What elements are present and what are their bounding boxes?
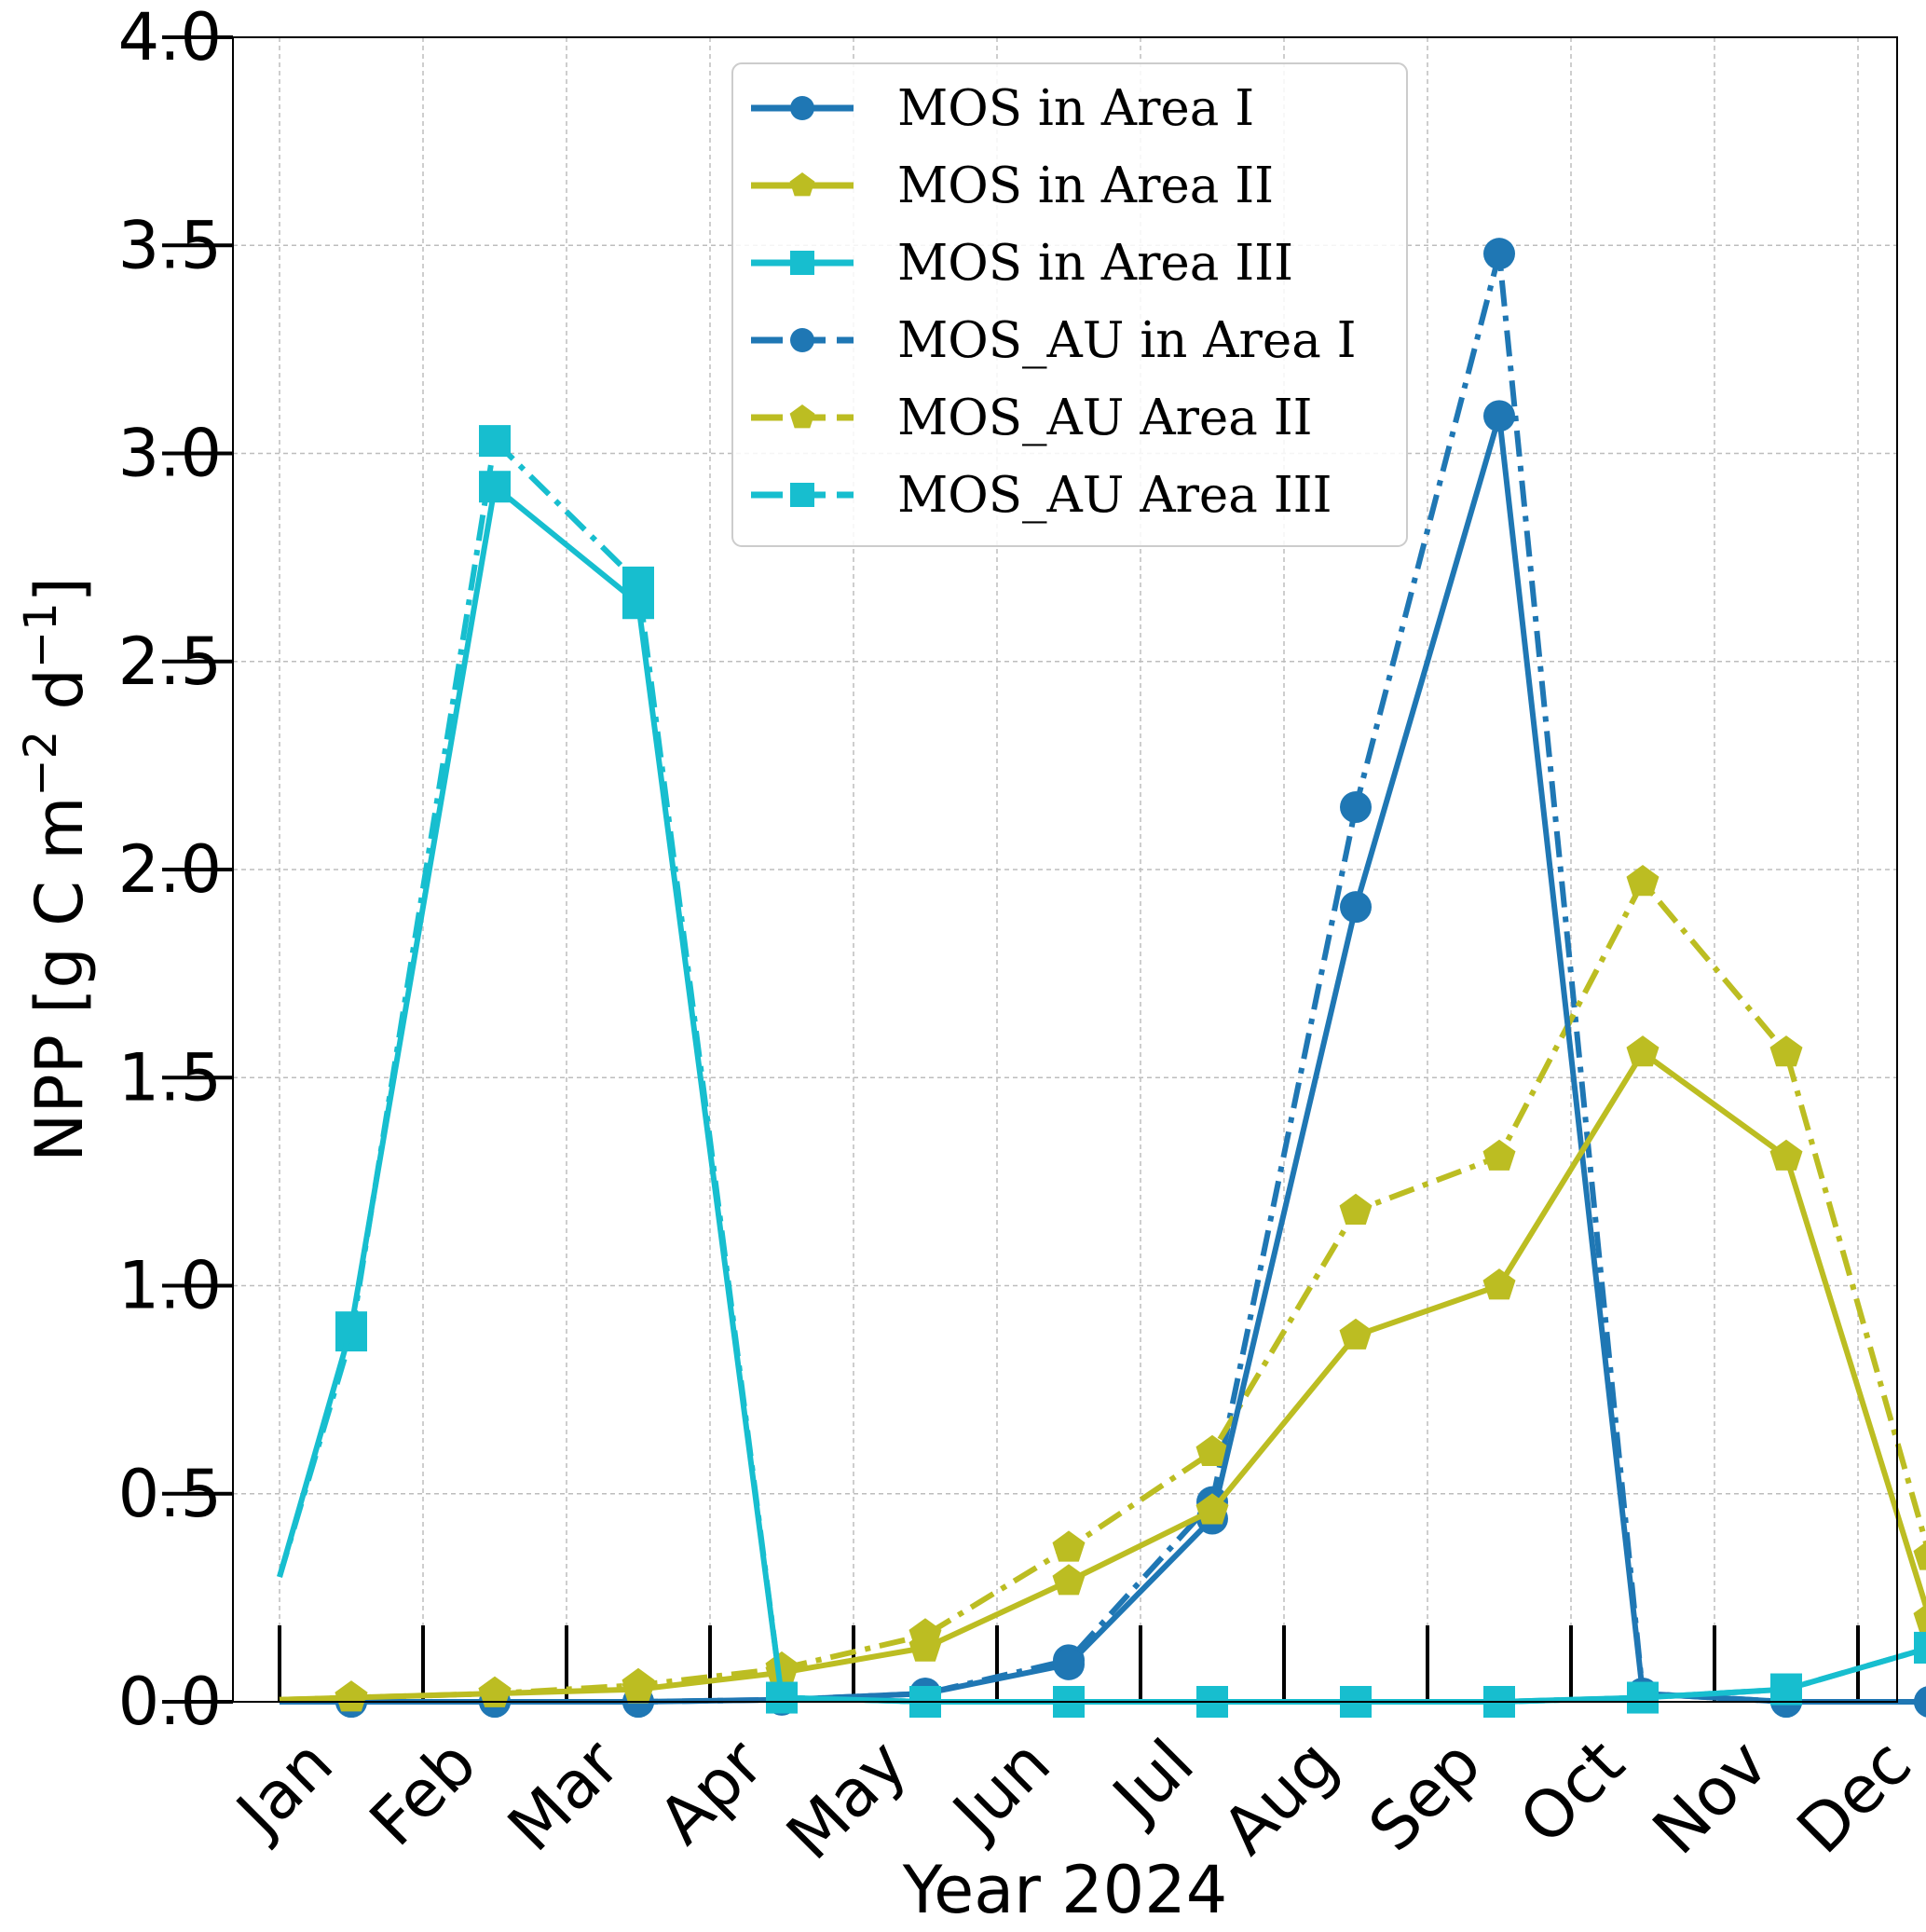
legend-entry: MOS in Area III [751, 235, 1293, 292]
x-tick-label: Sep [1355, 1725, 1496, 1866]
legend-entry: MOS_AU Area III [751, 467, 1332, 524]
series-line [277, 438, 1926, 1705]
x-tick-label: Feb [355, 1725, 491, 1861]
data-point [1914, 1631, 1926, 1664]
series-2 [279, 1035, 1926, 1712]
legend-label: MOS in Area I [897, 80, 1254, 137]
data-point [479, 425, 511, 458]
data-point [1340, 891, 1372, 924]
data-point [335, 1680, 368, 1712]
data-point [1626, 1035, 1660, 1067]
data-point [622, 587, 654, 620]
series-5 [279, 865, 1926, 1712]
data-point [1913, 1604, 1926, 1633]
data-point [1626, 865, 1660, 897]
series-3 [277, 471, 1926, 1718]
y-tick-label: 4.0 [118, 0, 222, 75]
data-point [908, 1630, 942, 1662]
legend-label: MOS in Area II [897, 158, 1274, 214]
data-point [1913, 1541, 1926, 1570]
x-tick-label: Apr [644, 1725, 778, 1859]
x-tick-label: Mar [493, 1725, 635, 1867]
x-tick-label: Nov [1638, 1725, 1783, 1870]
data-point [1769, 1035, 1803, 1067]
data-point [1627, 1681, 1659, 1714]
data-point [1340, 791, 1372, 824]
x-tick-label: Jan [220, 1725, 348, 1853]
x-tick-label: Dec [1783, 1725, 1926, 1869]
data-point [765, 1655, 799, 1687]
series-line [280, 413, 1926, 1705]
legend-entry: MOS_AU Area II [751, 390, 1313, 446]
data-point [1052, 1564, 1086, 1596]
y-axis-title-end: ] [21, 577, 98, 602]
data-point [1195, 1493, 1229, 1525]
legend-label: MOS_AU Area II [897, 390, 1313, 446]
legend-entry: MOS in Area II [751, 158, 1274, 214]
legend-marker [790, 96, 814, 120]
data-point [1339, 1193, 1373, 1225]
data-point [1482, 1268, 1516, 1300]
plot-frame [232, 36, 1898, 1703]
data-point [1483, 400, 1515, 432]
x-tick-label: Oct [1505, 1725, 1639, 1859]
data-point [622, 1672, 655, 1704]
y-tick-label: 1.0 [118, 1248, 222, 1324]
data-point [1482, 1139, 1516, 1171]
data-point [1769, 1139, 1803, 1171]
legend-label: MOS in Area III [897, 235, 1293, 292]
data-point [1195, 1434, 1229, 1466]
data-point [1914, 1686, 1926, 1718]
data-point [1483, 238, 1515, 270]
y-tick-label: 0.0 [118, 1664, 222, 1740]
series-line [277, 484, 1926, 1705]
y-tick-label: 0.5 [118, 1456, 222, 1532]
y-axis-title-main: NPP [g C m [21, 797, 98, 1162]
y-tick-label: 2.5 [118, 623, 222, 700]
y-axis-title: NPP [g C m−2 d−1] [15, 577, 98, 1162]
data-point [1053, 1648, 1085, 1680]
data-point [766, 1681, 798, 1714]
legend: MOS in Area I MOS in Area II MOS in Area I… [731, 62, 1408, 547]
series-line [279, 1049, 1926, 1703]
data-point [1339, 1318, 1373, 1350]
legend-marker [789, 404, 815, 429]
x-tick-label: Aug [1208, 1725, 1352, 1870]
legend-entry: MOS_AU in Area I [751, 312, 1357, 369]
y-tick-labels: 0.0 0.5 1.0 1.5 2.0 2.5 3.0 3.5 4.0 [118, 0, 222, 1740]
data-point [1052, 1530, 1086, 1562]
legend-label: MOS_AU Area III [897, 467, 1332, 524]
series-1 [280, 400, 1926, 1718]
y-tick-label: 3.5 [118, 207, 222, 283]
data-point [335, 1311, 367, 1344]
legend-label: MOS_AU in Area I [897, 312, 1357, 369]
legend-marker [789, 172, 815, 197]
x-axis-title: Year 2024 [902, 1852, 1228, 1928]
x-tick-label: Jul [1096, 1725, 1209, 1838]
y-axis-title-mid: d [21, 668, 98, 731]
data-point [1770, 1673, 1802, 1706]
legend-box [731, 62, 1408, 547]
y-tick-label: 1.5 [118, 1039, 222, 1116]
legend-marker [790, 328, 814, 352]
data-point [479, 471, 511, 503]
legend-entry: MOS in Area I [751, 80, 1254, 137]
y-tick-label: 2.0 [118, 831, 222, 908]
y-tick-label: 3.0 [118, 416, 222, 492]
legend-marker [790, 483, 814, 507]
x-tick-label: May [772, 1725, 921, 1874]
y-axis-title-sup1: −2 [15, 731, 67, 797]
data-point [478, 1676, 512, 1707]
axis-ticks [162, 35, 1860, 1704]
x-tick-label: Jun [936, 1725, 1065, 1854]
y-axis-title-sup2: −1 [15, 602, 67, 668]
series-line [279, 879, 1926, 1703]
legend-marker [790, 251, 814, 275]
